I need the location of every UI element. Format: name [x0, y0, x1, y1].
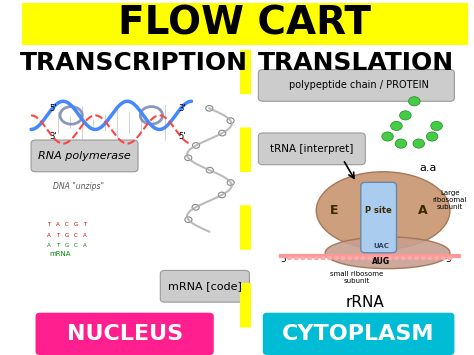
Text: CYTOPLASM: CYTOPLASM	[283, 324, 435, 344]
Text: G: G	[64, 233, 69, 238]
Circle shape	[427, 256, 433, 260]
Circle shape	[219, 130, 226, 136]
Circle shape	[347, 256, 352, 260]
Text: mRNA [code]: mRNA [code]	[168, 281, 242, 291]
Text: T: T	[56, 233, 59, 238]
Text: T: T	[56, 243, 59, 248]
Text: 5': 5'	[281, 255, 289, 264]
Circle shape	[395, 139, 407, 148]
FancyBboxPatch shape	[160, 271, 249, 302]
Circle shape	[327, 256, 332, 260]
Circle shape	[394, 256, 399, 260]
Circle shape	[400, 111, 411, 120]
FancyBboxPatch shape	[361, 182, 396, 253]
Circle shape	[407, 256, 412, 260]
Circle shape	[320, 256, 326, 260]
Text: NUCLEUS: NUCLEUS	[66, 324, 182, 344]
FancyBboxPatch shape	[22, 2, 468, 45]
Circle shape	[387, 256, 392, 260]
Text: rRNA: rRNA	[346, 295, 385, 310]
Circle shape	[185, 155, 192, 161]
Circle shape	[431, 121, 442, 131]
FancyBboxPatch shape	[258, 133, 365, 165]
Circle shape	[227, 118, 234, 124]
Text: A: A	[47, 243, 51, 248]
Circle shape	[334, 256, 339, 260]
Text: 5': 5'	[49, 104, 56, 113]
Ellipse shape	[325, 237, 450, 269]
Text: G: G	[64, 243, 69, 248]
Text: mRNA: mRNA	[49, 251, 71, 257]
Circle shape	[413, 139, 425, 148]
Text: G: G	[73, 222, 78, 227]
Text: TRANSCRIPTION: TRANSCRIPTION	[19, 50, 247, 75]
Text: 3': 3'	[49, 132, 56, 141]
Text: A: A	[419, 204, 428, 217]
Text: TRANSLATION: TRANSLATION	[258, 50, 455, 75]
Text: C: C	[74, 233, 78, 238]
Text: DNA "unzips": DNA "unzips"	[54, 182, 104, 191]
Text: 5': 5'	[178, 132, 186, 141]
Text: 3': 3'	[178, 104, 186, 113]
Circle shape	[426, 132, 438, 141]
Circle shape	[192, 143, 200, 148]
Text: P site: P site	[365, 206, 392, 215]
Text: C: C	[74, 243, 78, 248]
Text: A: A	[82, 243, 86, 248]
Text: 3': 3'	[446, 255, 454, 264]
Text: a.a: a.a	[419, 163, 437, 173]
Circle shape	[381, 256, 386, 260]
Text: C: C	[65, 222, 69, 227]
Circle shape	[227, 180, 234, 185]
FancyBboxPatch shape	[22, 45, 468, 355]
Circle shape	[409, 97, 420, 106]
Circle shape	[382, 132, 393, 141]
Text: RNA polymerase: RNA polymerase	[38, 151, 131, 161]
Text: A: A	[82, 233, 86, 238]
Text: polypeptide chain / PROTEIN: polypeptide chain / PROTEIN	[289, 81, 428, 91]
Circle shape	[391, 121, 402, 131]
Circle shape	[307, 256, 312, 260]
Circle shape	[206, 167, 213, 173]
Circle shape	[293, 256, 299, 260]
Text: Large
ribosomal
subunit: Large ribosomal subunit	[433, 190, 467, 210]
Circle shape	[434, 256, 439, 260]
Circle shape	[401, 256, 406, 260]
Ellipse shape	[316, 172, 450, 249]
Circle shape	[374, 256, 379, 260]
FancyBboxPatch shape	[31, 140, 138, 172]
Circle shape	[185, 217, 192, 223]
FancyBboxPatch shape	[263, 313, 455, 355]
Circle shape	[414, 256, 419, 260]
Circle shape	[206, 105, 213, 111]
Circle shape	[354, 256, 359, 260]
Text: A: A	[47, 233, 51, 238]
Text: UAC: UAC	[373, 243, 389, 249]
Text: tRNA [interpret]: tRNA [interpret]	[270, 144, 354, 154]
Circle shape	[340, 256, 346, 260]
Text: T: T	[83, 222, 86, 227]
Circle shape	[447, 256, 453, 260]
Text: T: T	[47, 222, 51, 227]
Circle shape	[300, 256, 306, 260]
FancyBboxPatch shape	[36, 313, 214, 355]
Circle shape	[360, 256, 366, 260]
Circle shape	[287, 256, 292, 260]
Circle shape	[314, 256, 319, 260]
Circle shape	[441, 256, 446, 260]
Text: E: E	[330, 204, 338, 217]
Circle shape	[192, 204, 199, 210]
Text: AUG: AUG	[372, 257, 390, 266]
Circle shape	[367, 256, 373, 260]
FancyBboxPatch shape	[258, 70, 455, 101]
Text: A: A	[56, 222, 60, 227]
Text: small ribosome
subunit: small ribosome subunit	[330, 271, 383, 284]
Text: FLOW CART: FLOW CART	[118, 5, 372, 43]
Circle shape	[219, 192, 226, 198]
Circle shape	[420, 256, 426, 260]
